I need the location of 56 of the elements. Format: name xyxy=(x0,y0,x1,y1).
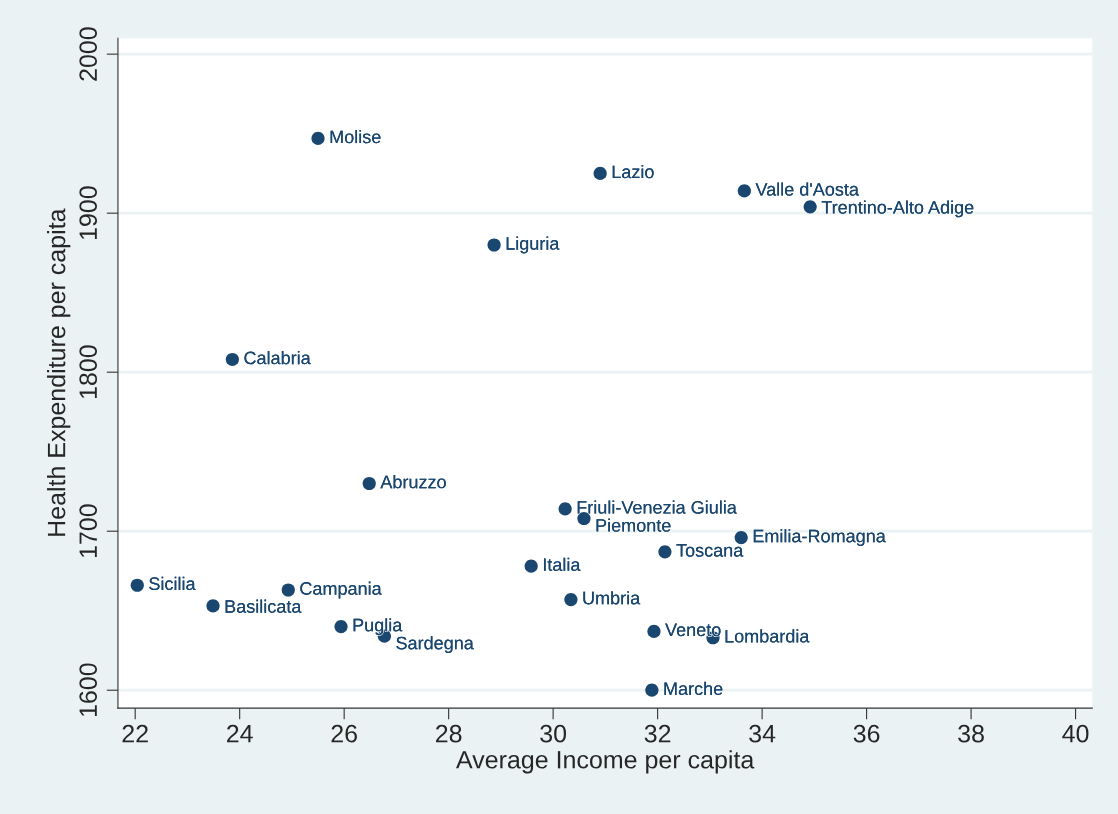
annotation: Basilicata xyxy=(225,599,302,613)
x-tick-label: 26 xyxy=(331,724,357,743)
annotation: Sicilia xyxy=(149,576,196,591)
x-tick-label: 30 xyxy=(540,724,567,743)
point xyxy=(737,184,751,198)
annotation: Abruzzo xyxy=(380,475,446,489)
annotation: Marche xyxy=(664,681,723,696)
point xyxy=(130,578,144,592)
y-axis-title: Health Expenditure per capita xyxy=(47,208,71,536)
annotation: Piemonte xyxy=(596,518,671,532)
point xyxy=(658,545,672,559)
annotation: Calabria xyxy=(244,351,311,365)
point xyxy=(564,592,578,607)
annotation: Valle d'Aosta xyxy=(755,182,859,196)
annotation: Trentino-Alto Adige xyxy=(821,200,974,218)
annotation: Lazio xyxy=(612,165,654,179)
annotation: Emilia-Romagna xyxy=(753,529,886,546)
y-tick-label: 1700 xyxy=(79,504,98,558)
x-tick-label: 24 xyxy=(227,724,253,743)
annotation: Veneto xyxy=(665,623,721,637)
annotation: Toscana xyxy=(676,544,744,557)
x-tick-label: 38 xyxy=(958,724,984,743)
y-tick-label: 1900 xyxy=(79,186,98,240)
point xyxy=(487,238,501,252)
x-tick-label: 34 xyxy=(749,724,776,743)
annotation: Lombardia xyxy=(725,629,810,643)
x-tick-label: 22 xyxy=(122,724,148,743)
point xyxy=(206,599,220,613)
y-tick-label: 1600 xyxy=(79,663,98,717)
x-tick-label: 28 xyxy=(436,724,462,743)
annotation: Sardegna xyxy=(396,636,474,654)
annotation: Puglia xyxy=(353,618,403,636)
annotation: Liguria xyxy=(506,236,560,254)
point xyxy=(524,559,538,573)
annotation: Umbria xyxy=(583,591,641,605)
point xyxy=(803,200,817,214)
x-tick-label: 36 xyxy=(853,724,880,743)
point xyxy=(645,683,659,697)
point xyxy=(558,502,572,516)
annotation: Campania xyxy=(300,581,382,599)
x-axis-title: Average Income per capita xyxy=(456,750,755,774)
y-tick-label: 2000 xyxy=(79,27,98,81)
x-tick-label: 32 xyxy=(644,724,671,743)
x-tick-label: 40 xyxy=(1062,724,1089,743)
annotation: Molise xyxy=(330,130,381,144)
annotation: Friuli-Venezia Giulia xyxy=(577,500,737,514)
y-tick-label: 1800 xyxy=(79,345,98,399)
point xyxy=(281,583,295,597)
point xyxy=(593,166,607,181)
point xyxy=(225,352,239,367)
point xyxy=(362,476,376,491)
point xyxy=(734,530,748,545)
point xyxy=(334,620,348,634)
point xyxy=(647,624,661,638)
annotation: Italia xyxy=(543,557,581,572)
point xyxy=(311,131,325,146)
